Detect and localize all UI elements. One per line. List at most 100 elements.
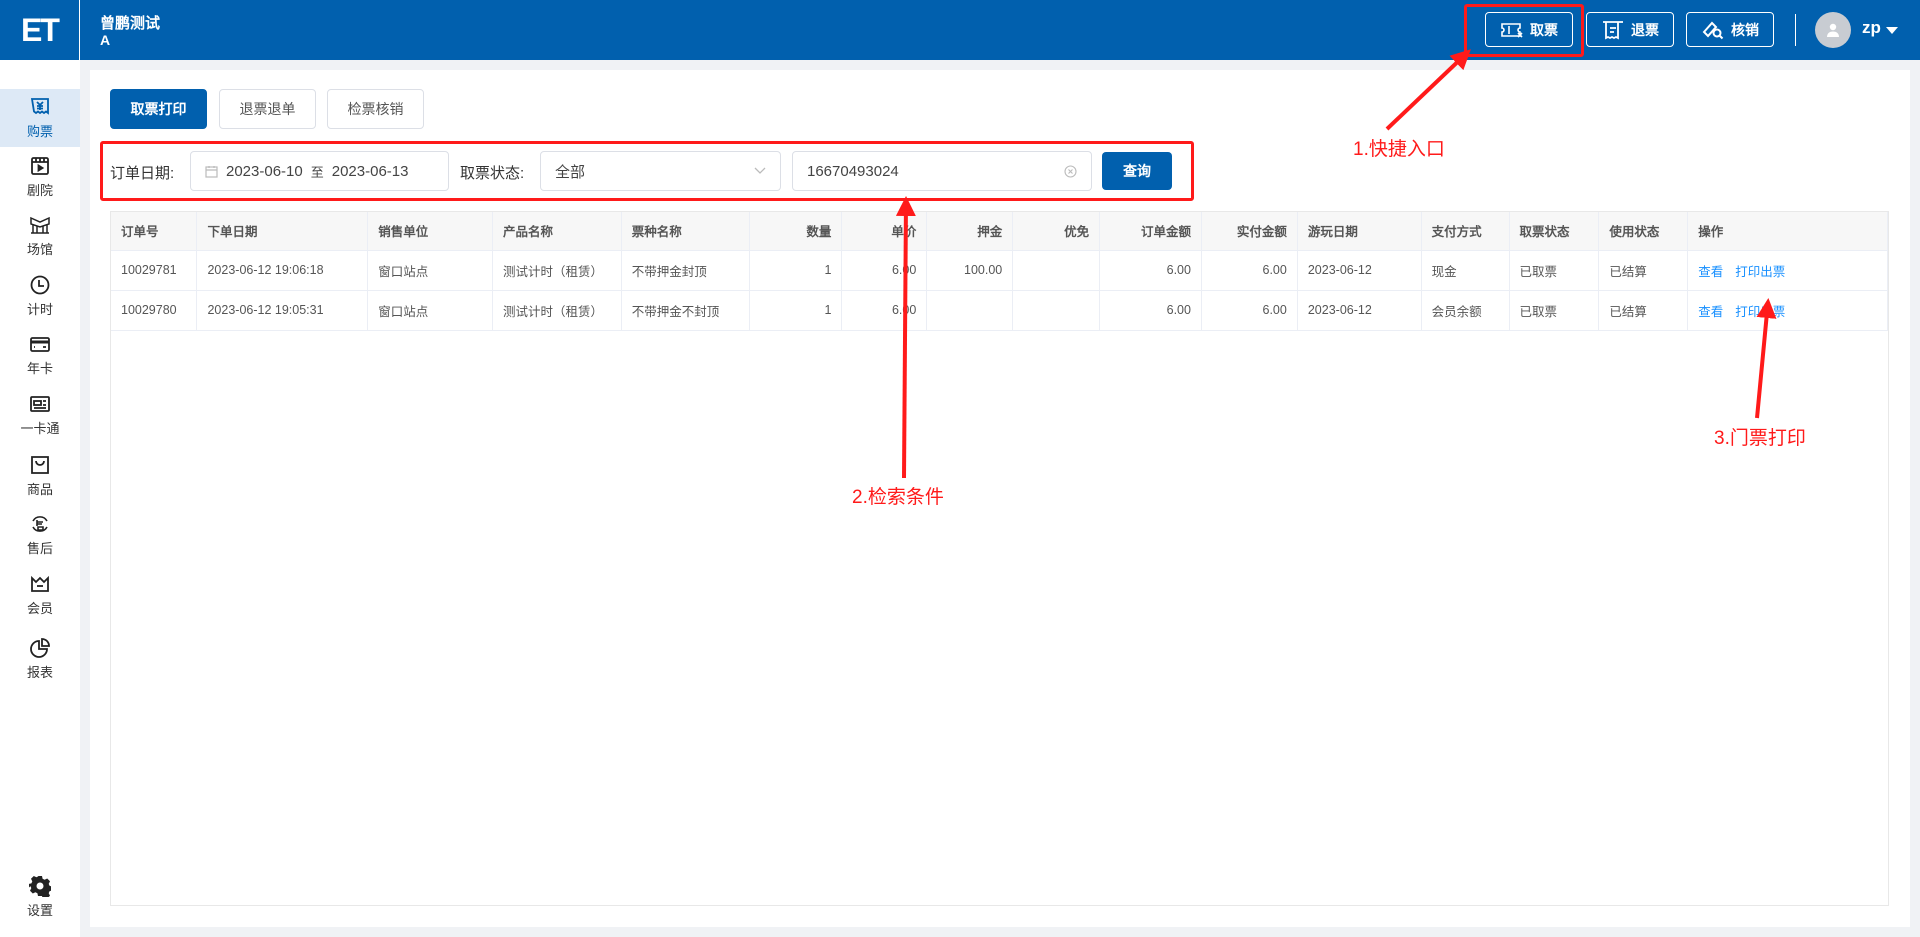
avatar[interactable]: [1815, 12, 1851, 48]
column-header: 优免: [1012, 212, 1101, 251]
annotation-ticket-print: 3.门票打印: [1714, 428, 1806, 449]
chevron-down-icon: [754, 167, 766, 174]
sidebar-item-buy-ticket[interactable]: 购票: [0, 89, 80, 147]
table-cell: 6.00: [841, 290, 928, 331]
print-ticket-link[interactable]: 打印出票: [1735, 304, 1786, 319]
calendar-icon: [205, 165, 218, 178]
column-header: 产品名称: [492, 212, 622, 251]
column-header: 下单日期: [196, 212, 369, 251]
table-row[interactable]: 10029781 2023-06-12 19:06:18 窗口站点 测试计时（租赁）不…: [111, 250, 1888, 291]
date-start[interactable]: 2023-06-10: [226, 162, 303, 180]
search-input[interactable]: 16670493024: [792, 151, 1092, 191]
user-icon: [1827, 23, 1839, 37]
table-cell: 1: [749, 250, 843, 291]
table-row[interactable]: 10029780 2023-06-12 19:05:31 窗口站点 测试计时（租赁）不…: [111, 290, 1888, 331]
main-card: 取票打印 退票退单 检票核销 订单日期: 2023-06-10 至 2023-0…: [90, 70, 1910, 927]
print-ticket-link[interactable]: 打印出票: [1735, 264, 1786, 279]
sidebar-item-label: 设置: [26, 903, 53, 918]
table-cell: 2023-06-12 19:05:31: [196, 290, 369, 331]
table-cell: 已结算: [1598, 290, 1689, 331]
verify-icon: [1702, 21, 1724, 39]
table-header-row: 订单号 下单日期 销售单位 产品名称 票种名称 数量 单价 押金 优免 订单金额 实付金额 游玩日期支…: [111, 212, 1888, 251]
column-header: 押金: [926, 212, 1014, 251]
sidebar-item-member[interactable]: 会员: [0, 566, 80, 624]
button-label: 核销: [1731, 21, 1759, 38]
table-cell: 2023-06-12 19:06:18: [196, 250, 369, 291]
sidebar-item-theater[interactable]: 剧院: [0, 148, 80, 206]
header-divider: [1795, 14, 1796, 46]
sidebar-item-label: 购票: [26, 124, 53, 139]
column-header: 票种名称: [621, 212, 750, 251]
sidebar-item-after-sale[interactable]: 售后: [0, 506, 80, 564]
annotation-quick-entry: 1.快捷入口: [1353, 139, 1445, 160]
table-cell: [926, 290, 1014, 331]
tab-refund[interactable]: 退票退单: [219, 89, 316, 129]
column-header: 订单金额: [1099, 212, 1202, 251]
search-value: 16670493024: [807, 162, 899, 180]
quick-verify-button[interactable]: 核销: [1686, 12, 1774, 47]
column-header: 订单号: [111, 212, 198, 251]
quick-collect-ticket-button[interactable]: 取票: [1485, 12, 1573, 47]
tab-check-verify[interactable]: 检票核销: [327, 89, 424, 129]
sidebar-item-label: 剧院: [26, 183, 53, 198]
sidebar-item-label: 会员: [26, 601, 53, 616]
receipt-icon: [1603, 20, 1623, 39]
ticket-status-label: 取票状态:: [460, 165, 525, 182]
sidebar-item-report[interactable]: 报表: [0, 630, 80, 688]
sidebar-item-label: 售后: [26, 541, 53, 556]
query-button[interactable]: 查询: [1102, 152, 1172, 190]
sidebar-item-label: 报表: [26, 665, 53, 680]
date-range-picker[interactable]: 2023-06-10 至 2023-06-13: [190, 151, 449, 191]
sidebar-item-settings[interactable]: 设置: [0, 868, 80, 926]
username[interactable]: zp: [1862, 18, 1881, 37]
logo: ET: [0, 0, 80, 60]
sidebar-item-label: 年卡: [26, 361, 53, 376]
sidebar-item-label: 计时: [26, 302, 53, 317]
sidebar-item-goods[interactable]: 商品: [0, 447, 80, 505]
button-label: 取票: [1530, 21, 1558, 38]
date-end[interactable]: 2023-06-13: [331, 162, 409, 180]
column-header: 单价: [841, 212, 928, 251]
table-cell: 测试计时（租赁）: [492, 250, 622, 291]
view-link[interactable]: 查看: [1698, 304, 1724, 319]
site-title: 曾鹏测试: [100, 15, 161, 32]
orders-table: 订单号 下单日期 销售单位 产品名称 票种名称 数量 单价 押金 优免 订单金额 实付金额 游玩日期支…: [110, 211, 1889, 906]
column-header: 实付金额: [1201, 212, 1298, 251]
table-cell: [1012, 290, 1101, 331]
bag-icon: [31, 456, 49, 474]
sidebar-item-venue[interactable]: 场馆: [0, 207, 80, 265]
site-subtitle: A: [100, 32, 111, 48]
table-cell: 6.00: [1201, 290, 1298, 331]
film-icon: [31, 157, 49, 175]
sidebar-item-all-in-one-card[interactable]: 一卡通: [0, 386, 80, 444]
sidebar: 购票 剧院 场馆 计时 年卡 一卡通 商品 售后 会员 报表 设置: [0, 60, 80, 937]
sidebar-item-annual-card[interactable]: 年卡: [0, 326, 80, 384]
table-cell: 6.00: [841, 250, 928, 291]
caret-down-icon[interactable]: [1886, 27, 1898, 34]
date-separator: 至: [310, 164, 324, 180]
button-label: 退票: [1631, 21, 1659, 38]
pie-chart-icon: [30, 638, 50, 658]
clock-icon: [30, 275, 50, 295]
clear-icon[interactable]: [1064, 164, 1077, 178]
ticket-status-select[interactable]: 全部: [540, 151, 781, 191]
column-header: 使用状态: [1598, 212, 1689, 251]
view-link[interactable]: 查看: [1698, 264, 1724, 279]
table-cell: 现金: [1421, 250, 1510, 291]
table-cell: 1: [749, 290, 843, 331]
order-date-label: 订单日期:: [110, 165, 175, 182]
annotation-search-conditions: 2.检索条件: [852, 487, 944, 508]
quick-refund-button[interactable]: 退票: [1586, 12, 1674, 47]
sidebar-item-label: 商品: [26, 482, 53, 497]
after-sale-icon: [32, 516, 48, 532]
ticket-icon: [1501, 22, 1523, 38]
table-cell: 窗口站点: [367, 250, 493, 291]
table-cell: 6.00: [1099, 290, 1202, 331]
card-icon: [30, 337, 50, 352]
top-header: ET 曾鹏测试 A 取票 退票 核销 zp: [0, 0, 1920, 60]
table-cell: 已取票: [1509, 290, 1600, 331]
table-cell: 会员余额: [1421, 290, 1510, 331]
tab-collect-print[interactable]: 取票打印: [110, 89, 207, 129]
sidebar-item-timing[interactable]: 计时: [0, 267, 80, 325]
table-cell: 窗口站点: [367, 290, 493, 331]
